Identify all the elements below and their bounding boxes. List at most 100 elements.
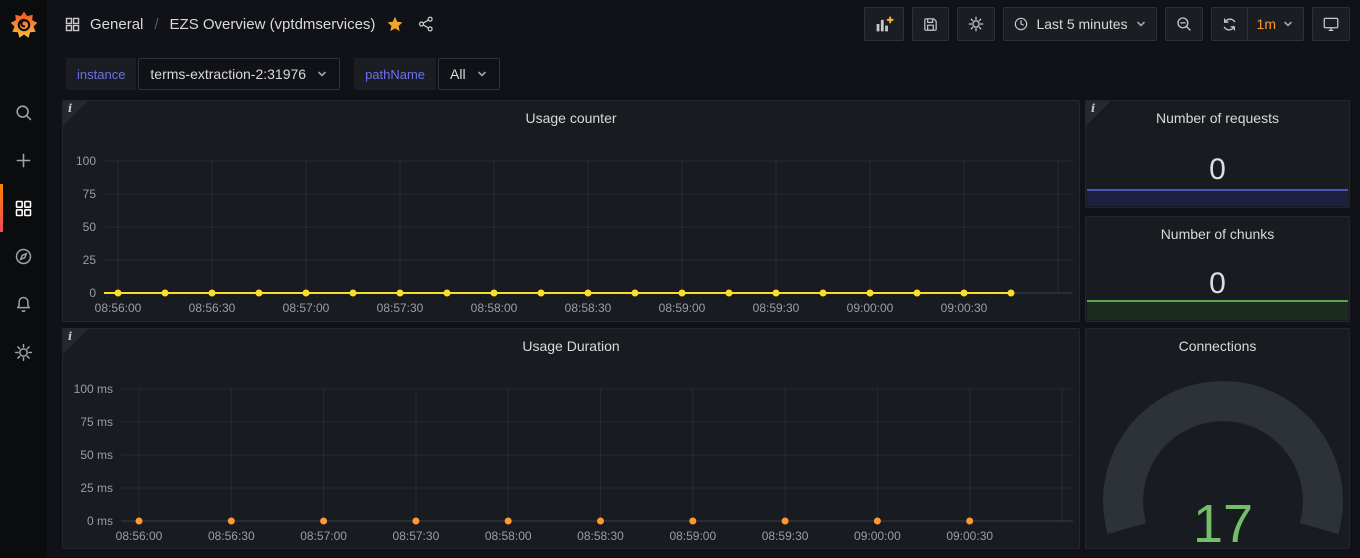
variable-value-instance[interactable]: terms-extraction-2:31976	[138, 58, 341, 90]
x-axis-tick-label: 08:59:00	[658, 301, 706, 315]
variable-selected-value: All	[450, 66, 466, 82]
x-axis-tick-label: 09:00:30	[946, 529, 994, 543]
favorite-button[interactable]	[384, 13, 406, 35]
time-range-picker[interactable]: Last 5 minutes	[1003, 7, 1157, 41]
bell-icon	[13, 294, 34, 315]
info-icon: i	[68, 102, 73, 115]
x-axis-tick-label: 08:58:30	[564, 301, 612, 315]
sidebar-item-create[interactable]	[0, 136, 47, 184]
save-dashboard-button[interactable]	[912, 7, 950, 41]
sidebar-item-alerting[interactable]	[0, 280, 47, 328]
refresh-button[interactable]	[1212, 8, 1247, 40]
panel-title[interactable]: Usage Duration	[522, 338, 620, 354]
x-axis-tick-label: 08:58:00	[484, 529, 532, 543]
usage_duration-plot-area[interactable]	[121, 388, 1073, 525]
y-axis-tick-label: 25 ms	[80, 481, 113, 495]
variable-value-pathname[interactable]: All	[438, 58, 500, 90]
refresh-interval-label: 1m	[1256, 16, 1276, 32]
panel-usage-duration: i Usage Duration 0 ms 25 ms 50 ms 75 ms 100 …	[62, 328, 1080, 549]
y-axis-tick-label: 100	[75, 154, 96, 168]
plus-icon	[13, 150, 34, 171]
refresh-interval-dropdown[interactable]: 1m	[1246, 8, 1303, 40]
panel-title[interactable]: Number of requests	[1156, 110, 1279, 126]
x-axis-tick-label: 08:56:00	[94, 301, 142, 315]
y-axis-tick-label: 0	[89, 286, 96, 300]
dashboard-settings-button[interactable]	[957, 7, 996, 41]
magnifier-minus-icon	[1175, 15, 1193, 33]
refresh-icon	[1221, 16, 1238, 33]
x-axis-tick-label: 08:59:30	[752, 301, 800, 315]
y-axis-tick-label: 25	[82, 253, 96, 267]
panel-info-corner[interactable]: i	[1086, 101, 1111, 126]
stat-value: 0	[1209, 267, 1226, 300]
breadcrumb-section[interactable]: General	[90, 15, 144, 33]
sidebar-item-configuration[interactable]	[0, 328, 47, 376]
x-axis-tick-label: 09:00:00	[846, 301, 894, 315]
sidebar-nav	[0, 88, 47, 376]
x-axis-tick-label: 08:56:00	[115, 529, 163, 543]
x-axis-tick-label: 08:58:00	[470, 301, 518, 315]
grafana-flame-icon	[10, 11, 37, 38]
variable-label-pathname: pathName	[354, 58, 437, 90]
time-range-label: Last 5 minutes	[1036, 16, 1128, 32]
compass-icon	[13, 246, 34, 267]
chevron-down-icon	[1135, 18, 1147, 30]
add-panel-button[interactable]	[864, 7, 905, 41]
x-axis-tick-label: 08:57:00	[300, 529, 347, 543]
y-axis-tick-label: 75	[82, 187, 96, 201]
chevron-down-icon	[1282, 18, 1294, 30]
variable-selected-value: terms-extraction-2:31976	[150, 66, 307, 82]
sidebar-item-search[interactable]	[0, 88, 47, 136]
share-icon	[417, 15, 435, 33]
panel-info-corner[interactable]: i	[63, 101, 88, 126]
grafana-logo[interactable]	[0, 0, 47, 50]
breadcrumb: General / EZS Overview (vptdmservices)	[64, 13, 437, 35]
x-axis-tick-label: 08:56:30	[207, 529, 255, 543]
x-axis-tick-label: 08:57:30	[392, 529, 440, 543]
floppy-disk-icon	[922, 16, 939, 33]
zoom-out-button[interactable]	[1164, 7, 1203, 41]
info-icon: i	[1091, 102, 1096, 115]
gear-icon	[967, 15, 985, 33]
breadcrumb-separator: /	[154, 15, 159, 33]
panel-title[interactable]: Number of chunks	[1160, 226, 1275, 242]
y-axis-tick-label: 50	[82, 220, 96, 234]
page-title: EZS Overview (vptdmservices)	[169, 15, 376, 33]
gear-icon	[13, 342, 34, 363]
dashboards-grid-icon	[64, 16, 81, 33]
panel-info-corner[interactable]: i	[63, 329, 88, 354]
x-axis-tick-label: 09:00:30	[940, 301, 988, 315]
search-icon	[13, 102, 34, 123]
bar-chart-plus-icon	[874, 15, 895, 33]
y-axis-tick-label: 0 ms	[86, 514, 113, 528]
usage_counter-plot-area[interactable]	[104, 160, 1073, 297]
panel-title[interactable]: Connections	[1178, 338, 1257, 354]
gauge-value: 17	[1192, 494, 1254, 554]
panel-number-of-requests: i Number of requests 0	[1085, 100, 1350, 208]
x-axis-tick-label: 08:56:30	[188, 301, 236, 315]
panel-title[interactable]: Usage counter	[525, 110, 617, 126]
star-filled-icon	[386, 15, 404, 33]
share-button[interactable]	[415, 13, 437, 35]
y-axis-tick-label: 75 ms	[80, 415, 113, 429]
cycle-view-button[interactable]	[1312, 7, 1350, 41]
sparkline	[1087, 189, 1348, 206]
variable-instance: instance terms-extraction-2:31976	[66, 58, 341, 90]
chevron-down-icon	[476, 68, 488, 80]
panel-connections: Connections 17	[1085, 328, 1350, 558]
panel-number-of-chunks: Number of chunks 0	[1085, 216, 1350, 322]
y-axis-tick-label: 50 ms	[80, 448, 113, 462]
refresh-picker: 1m	[1210, 7, 1304, 41]
apps-grid-icon	[13, 198, 34, 219]
x-axis-tick-label: 08:58:30	[577, 529, 624, 543]
info-icon: i	[68, 330, 73, 343]
top-navbar: General / EZS Overview (vptdmservices)	[47, 0, 1360, 48]
sparkline	[1087, 300, 1348, 320]
x-axis-tick-label: 08:57:00	[282, 301, 330, 315]
x-axis-tick-label: 08:59:30	[761, 529, 809, 543]
chevron-down-icon	[316, 68, 328, 80]
sidebar-item-explore[interactable]	[0, 232, 47, 280]
nav-sidebar	[0, 0, 47, 558]
stat-value: 0	[1209, 153, 1226, 186]
sidebar-item-dashboards[interactable]	[0, 184, 47, 232]
